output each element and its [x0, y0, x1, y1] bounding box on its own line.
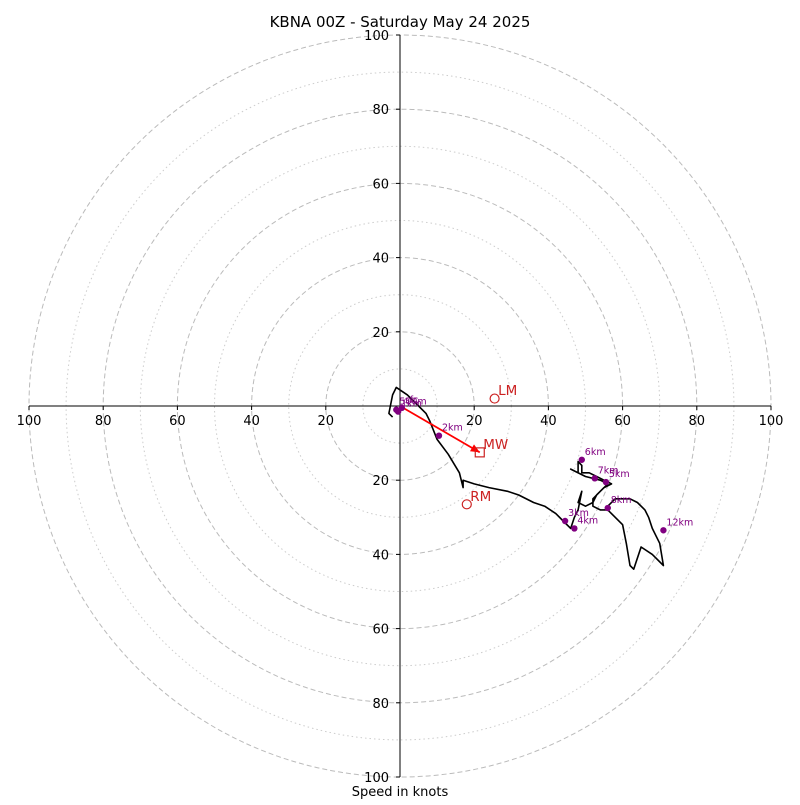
chart-title: KBNA 00Z - Saturday May 24 2025	[270, 13, 531, 31]
mw-label: MW	[483, 437, 508, 453]
y-tick-label: 80	[372, 103, 389, 118]
height-marker-5km	[602, 478, 610, 486]
height-label-500m: 500m	[399, 397, 426, 408]
height-marker-7km	[591, 475, 598, 482]
mean-wind-vector	[399, 405, 481, 454]
axis-ticks: 100 80 60 40 20 20 40 60 80 100 100 80 60 40 20 20 40 60 8…	[17, 29, 784, 786]
height-label-sfc: sfc	[405, 395, 419, 406]
x-tick-label: 40	[540, 414, 557, 429]
lm-label: LM	[498, 383, 517, 399]
height-marker-6km	[578, 456, 585, 463]
mean-wind-vector-group	[399, 405, 481, 454]
x-tick-label: 60	[614, 414, 631, 429]
height-label-3km: 3km	[568, 508, 589, 519]
height-label-1km: 1km	[401, 399, 422, 410]
x-tick-label: 80	[689, 414, 706, 429]
rm-label: RM	[470, 489, 491, 505]
height-label-5km: 5km	[609, 469, 630, 480]
height-marker-8km	[604, 504, 611, 512]
x-tick-label: 100	[759, 414, 784, 429]
y-tick-label: 60	[372, 623, 389, 638]
y-tick-label: 40	[372, 548, 389, 563]
y-tick-label: 60	[372, 177, 389, 192]
y-tick-label: 80	[372, 697, 389, 712]
height-label-4km: 4km	[577, 515, 598, 526]
height-label-6km: 6km	[585, 447, 606, 458]
storm-motion-markers: LM MW RM	[461, 383, 517, 510]
y-tick-label: 40	[372, 252, 389, 267]
x-tick-label: 100	[17, 414, 42, 429]
height-label-7km: 7km	[598, 465, 619, 476]
y-tick-label: 100	[364, 771, 389, 786]
x-tick-label: 20	[466, 414, 483, 429]
height-label-2km: 2km	[442, 423, 463, 434]
height-marker-500m	[393, 406, 400, 413]
rm-marker	[461, 499, 472, 510]
height-marker-4km	[571, 525, 578, 532]
height-marker-3km	[561, 517, 569, 525]
x-tick-label: 80	[95, 414, 112, 429]
height-marker-2km	[435, 432, 443, 439]
lm-marker	[489, 393, 500, 404]
y-tick-label: 100	[364, 29, 389, 44]
y-tick-label: 20	[372, 326, 389, 341]
x-axis-label: Speed in knots	[352, 785, 449, 800]
height-marker-12km	[660, 527, 667, 534]
height-label-12km: 12km	[666, 517, 693, 528]
y-tick-label: 20	[372, 474, 389, 489]
height-label-8km: 8km	[611, 495, 632, 506]
x-tick-label: 60	[169, 414, 186, 429]
x-tick-label: 20	[318, 414, 335, 429]
x-tick-label: 40	[243, 414, 260, 429]
mw-marker	[474, 447, 485, 458]
